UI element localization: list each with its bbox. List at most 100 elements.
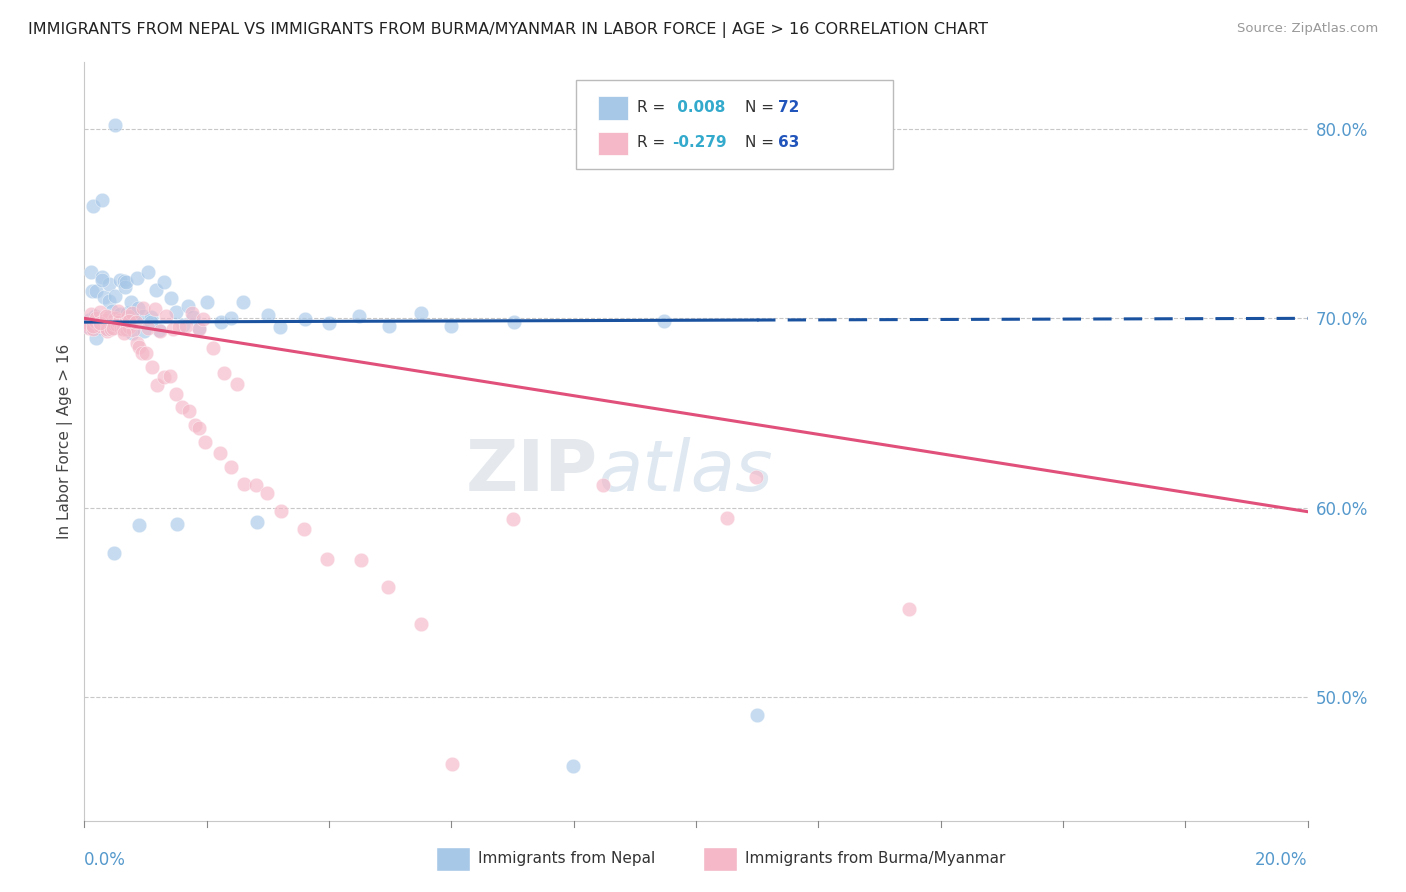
Point bbox=[256, 486, 278, 500]
Point bbox=[100, 322, 122, 336]
Point bbox=[77, 313, 100, 327]
Point bbox=[502, 511, 524, 525]
Point bbox=[80, 307, 103, 321]
Text: 63: 63 bbox=[778, 136, 799, 150]
Point bbox=[745, 708, 768, 723]
Point bbox=[179, 404, 201, 418]
Text: IMMIGRANTS FROM NEPAL VS IMMIGRANTS FROM BURMA/MYANMAR IN LABOR FORCE | AGE > 16: IMMIGRANTS FROM NEPAL VS IMMIGRANTS FROM… bbox=[28, 22, 988, 38]
Point bbox=[212, 366, 235, 380]
Point bbox=[131, 345, 153, 359]
Point bbox=[121, 309, 143, 323]
Point bbox=[159, 369, 181, 384]
Point bbox=[122, 323, 145, 337]
Point bbox=[96, 324, 118, 338]
Point bbox=[562, 759, 585, 773]
Point bbox=[108, 313, 131, 327]
Text: N =: N = bbox=[745, 100, 779, 114]
Point bbox=[93, 290, 115, 304]
Point bbox=[90, 321, 112, 335]
Point bbox=[110, 321, 132, 335]
Point bbox=[86, 315, 108, 329]
Point bbox=[318, 317, 340, 331]
Point bbox=[176, 299, 198, 313]
Point bbox=[226, 376, 249, 391]
Point bbox=[187, 320, 209, 334]
Point bbox=[103, 546, 125, 560]
Point bbox=[716, 511, 738, 525]
Point bbox=[141, 359, 163, 374]
Text: N =: N = bbox=[745, 136, 779, 150]
Point bbox=[145, 283, 167, 297]
Point bbox=[89, 304, 111, 318]
Point bbox=[97, 277, 120, 291]
Point bbox=[148, 323, 170, 337]
Point bbox=[127, 301, 149, 315]
Point bbox=[115, 322, 138, 336]
Point bbox=[139, 315, 162, 329]
Point bbox=[127, 335, 149, 350]
Point bbox=[219, 460, 242, 475]
Point bbox=[110, 321, 132, 335]
Point bbox=[98, 310, 121, 324]
Point bbox=[166, 386, 188, 401]
Point bbox=[232, 294, 254, 309]
Point bbox=[97, 294, 120, 309]
Y-axis label: In Labor Force | Age > 16: In Labor Force | Age > 16 bbox=[58, 344, 73, 539]
Point bbox=[162, 322, 184, 336]
Point bbox=[90, 273, 112, 287]
Point bbox=[77, 316, 100, 330]
Point bbox=[172, 400, 194, 414]
Point bbox=[187, 421, 209, 435]
Point bbox=[84, 331, 107, 345]
Point bbox=[104, 118, 127, 132]
Point bbox=[112, 322, 135, 336]
Point bbox=[121, 326, 143, 340]
Point bbox=[128, 340, 150, 354]
Point bbox=[193, 311, 215, 326]
Text: Immigrants from Burma/Myanmar: Immigrants from Burma/Myanmar bbox=[745, 851, 1005, 865]
Text: 72: 72 bbox=[778, 100, 799, 114]
Point bbox=[195, 294, 218, 309]
Point bbox=[82, 321, 104, 335]
Point bbox=[103, 317, 125, 331]
Point bbox=[221, 310, 243, 325]
Point bbox=[135, 346, 157, 360]
Point bbox=[115, 276, 138, 290]
Point bbox=[89, 318, 111, 333]
Point bbox=[108, 273, 131, 287]
Point bbox=[112, 315, 135, 329]
Point bbox=[91, 314, 114, 328]
Text: R =: R = bbox=[637, 100, 671, 114]
Text: atlas: atlas bbox=[598, 437, 773, 507]
Point bbox=[257, 308, 280, 322]
Point bbox=[118, 320, 141, 334]
Point bbox=[136, 265, 159, 279]
Point bbox=[89, 316, 111, 330]
Point bbox=[152, 275, 174, 289]
Point bbox=[652, 314, 675, 328]
Point bbox=[105, 318, 128, 332]
Point bbox=[155, 310, 177, 324]
Point bbox=[246, 515, 269, 529]
Point bbox=[174, 319, 197, 334]
Point bbox=[121, 306, 143, 320]
Point bbox=[233, 476, 256, 491]
Point bbox=[101, 313, 124, 327]
Point bbox=[84, 284, 107, 298]
Point bbox=[77, 320, 100, 334]
Point bbox=[145, 378, 167, 392]
Point bbox=[91, 269, 114, 284]
Point bbox=[292, 522, 315, 536]
Text: Source: ZipAtlas.com: Source: ZipAtlas.com bbox=[1237, 22, 1378, 36]
Point bbox=[194, 434, 217, 449]
Point bbox=[167, 320, 190, 334]
Point bbox=[592, 477, 614, 491]
Point bbox=[201, 341, 224, 355]
Point bbox=[96, 321, 118, 335]
Point bbox=[112, 326, 135, 341]
Point bbox=[440, 319, 463, 334]
Point bbox=[91, 193, 114, 207]
Text: -0.279: -0.279 bbox=[672, 136, 727, 150]
Point bbox=[96, 322, 118, 336]
Point bbox=[107, 304, 129, 318]
